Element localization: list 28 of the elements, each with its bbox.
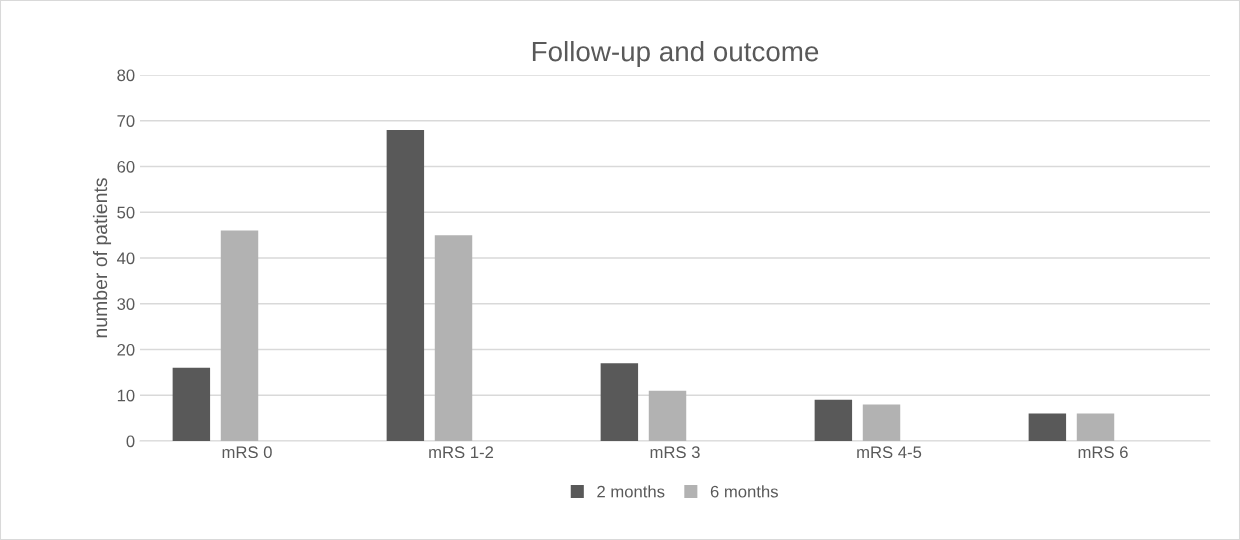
bar [862,404,901,441]
legend-label: 2 months [597,485,665,498]
bar [814,399,853,441]
x-tick-label: mRS 4-5 [857,446,922,459]
y-tick-label: 70 [117,115,135,127]
y-tick-label: 80 [117,69,135,82]
y-tick-label: 50 [117,206,135,219]
y-tick-label: 60 [117,160,135,173]
bar [1028,413,1067,441]
chart-title: Follow-up and outcome [532,40,819,67]
bar [648,390,687,441]
x-tick-label: mRS 6 [1078,446,1128,459]
bar [600,363,639,441]
y-tick-label: 40 [116,252,135,265]
y-tick-label: 20 [117,343,135,356]
y-tick-label: 0 [126,435,135,448]
x-tick-label: mRS 3 [650,446,700,459]
legend-label: 6 months [710,485,778,498]
y-tick-label: 30 [117,298,135,310]
bar [172,367,211,441]
bar [386,129,425,441]
x-tick-label: mRS 1-2 [429,446,494,459]
bar [220,230,259,441]
bar [1076,413,1115,441]
y-tick-label: 10 [117,389,135,402]
bar [434,235,473,441]
x-tick-label: mRS 0 [222,446,272,459]
y-axis-title: number of patients [92,178,112,338]
